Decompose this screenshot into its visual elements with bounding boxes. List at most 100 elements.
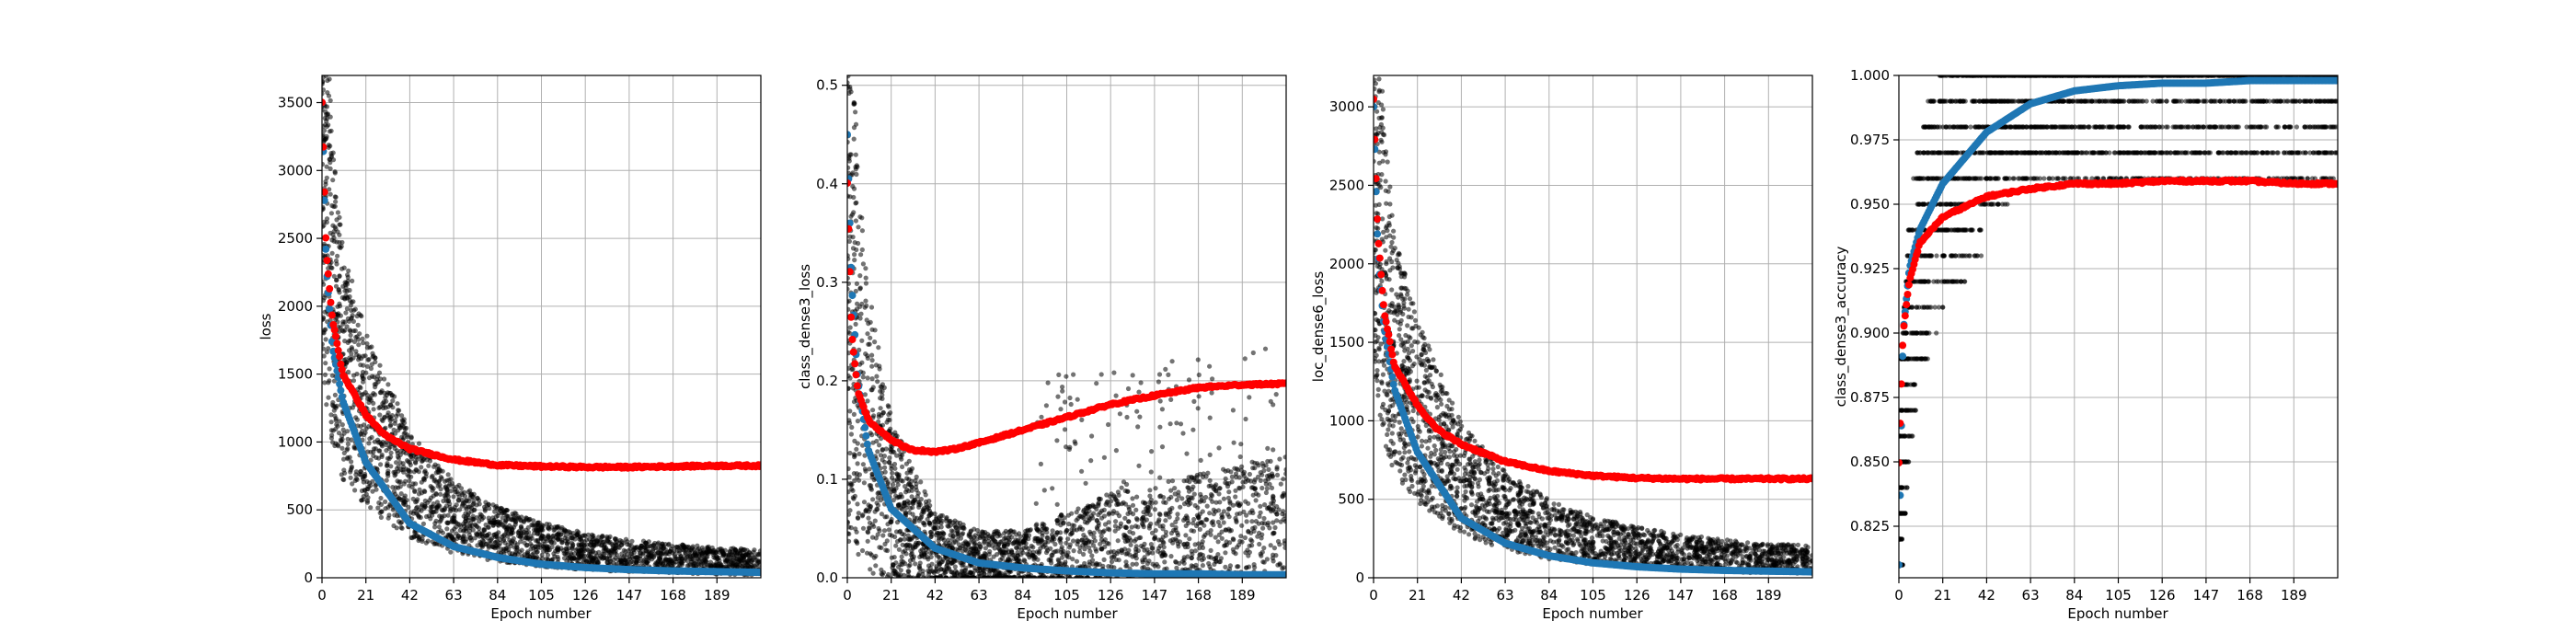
batch-point bbox=[345, 272, 351, 278]
batch-point bbox=[588, 556, 593, 561]
batch-point bbox=[1062, 399, 1068, 405]
batch-point bbox=[1209, 390, 1214, 396]
batch-point bbox=[564, 546, 569, 551]
batch-point bbox=[600, 534, 605, 539]
batch-point bbox=[1278, 481, 1283, 487]
batch-point bbox=[702, 563, 707, 569]
batch-point bbox=[696, 561, 701, 567]
batch-point bbox=[477, 512, 483, 517]
batch-point bbox=[540, 523, 546, 529]
batch-point bbox=[1175, 533, 1181, 538]
batch-point bbox=[477, 498, 482, 503]
batch-point bbox=[581, 543, 587, 548]
batch-point bbox=[904, 470, 910, 476]
batch-point bbox=[378, 514, 384, 521]
batch-point bbox=[634, 559, 639, 565]
batch-point bbox=[322, 346, 327, 351]
batch-point bbox=[850, 488, 856, 493]
batch-point bbox=[322, 207, 325, 213]
batch-point bbox=[529, 522, 535, 528]
batch-point bbox=[511, 513, 516, 519]
batch-point bbox=[899, 554, 904, 559]
batch-point bbox=[502, 540, 508, 546]
batch-point bbox=[507, 537, 512, 543]
batch-point bbox=[1157, 475, 1163, 480]
batch-point bbox=[447, 532, 453, 537]
batch-point bbox=[517, 549, 523, 555]
batch-point bbox=[1274, 512, 1280, 517]
validation-point bbox=[328, 311, 336, 319]
batch-point bbox=[387, 423, 393, 429]
batch-point bbox=[328, 211, 334, 216]
batch-point bbox=[847, 325, 853, 330]
batch-point bbox=[1195, 357, 1201, 362]
batch-point bbox=[849, 424, 855, 431]
batch-point bbox=[691, 562, 696, 568]
batch-point bbox=[655, 546, 661, 551]
batch-point bbox=[353, 415, 359, 420]
batch-point bbox=[715, 556, 720, 562]
batch-point bbox=[324, 216, 330, 222]
batch-point bbox=[466, 532, 472, 538]
batch-point bbox=[1064, 444, 1069, 450]
batch-point bbox=[1124, 489, 1131, 494]
batch-point bbox=[554, 532, 560, 537]
batch-point bbox=[1075, 397, 1080, 402]
validation-point bbox=[338, 365, 346, 374]
batch-point bbox=[490, 515, 496, 521]
batch-point bbox=[1122, 515, 1128, 521]
batch-point bbox=[847, 84, 853, 90]
batch-point bbox=[673, 552, 678, 558]
batch-point bbox=[405, 472, 410, 477]
batch-point bbox=[720, 552, 726, 558]
batch-point bbox=[333, 199, 339, 204]
batch-point bbox=[340, 319, 346, 325]
batch-point bbox=[407, 460, 412, 466]
batch-point bbox=[612, 550, 618, 556]
batch-point bbox=[396, 408, 401, 413]
batch-point bbox=[1223, 468, 1228, 474]
batch-point bbox=[524, 550, 531, 556]
batch-point bbox=[1196, 394, 1202, 399]
batch-point bbox=[433, 490, 439, 497]
batch-point bbox=[332, 203, 338, 209]
y-tick-label: 0 bbox=[304, 569, 313, 586]
batch-point bbox=[333, 283, 339, 289]
batch-point bbox=[512, 540, 518, 546]
batch-point bbox=[350, 405, 355, 410]
batch-point bbox=[852, 240, 857, 246]
batch-point bbox=[391, 489, 397, 494]
batch-point bbox=[865, 538, 870, 544]
batch-point bbox=[443, 484, 449, 489]
batch-point bbox=[335, 253, 340, 259]
batch-point bbox=[365, 396, 371, 402]
batch-point bbox=[394, 466, 400, 472]
batch-point bbox=[866, 515, 871, 521]
batch-point bbox=[358, 472, 363, 477]
batch-point bbox=[397, 425, 403, 431]
batch-point bbox=[337, 214, 342, 220]
batch-point bbox=[1172, 486, 1178, 491]
batch-point bbox=[470, 527, 476, 533]
batch-point bbox=[428, 484, 433, 489]
batch-point bbox=[347, 287, 352, 293]
batch-point bbox=[882, 465, 888, 470]
batch-point bbox=[356, 337, 362, 342]
batch-point bbox=[363, 426, 369, 431]
plot-area bbox=[322, 75, 761, 578]
batch-point bbox=[1234, 518, 1239, 523]
batch-point bbox=[847, 538, 852, 544]
x-tick-label: 84 bbox=[489, 587, 506, 604]
batch-point bbox=[410, 481, 416, 487]
batch-point bbox=[519, 514, 524, 520]
batch-point bbox=[1191, 475, 1197, 481]
batch-point bbox=[548, 539, 554, 546]
batch-point bbox=[430, 473, 435, 478]
batch-point bbox=[523, 543, 530, 548]
batch-point bbox=[1223, 550, 1228, 556]
batch-point bbox=[1205, 530, 1211, 535]
validation-point bbox=[337, 360, 345, 368]
batch-point bbox=[516, 530, 522, 535]
batch-point bbox=[333, 418, 339, 423]
batch-point bbox=[646, 558, 651, 564]
